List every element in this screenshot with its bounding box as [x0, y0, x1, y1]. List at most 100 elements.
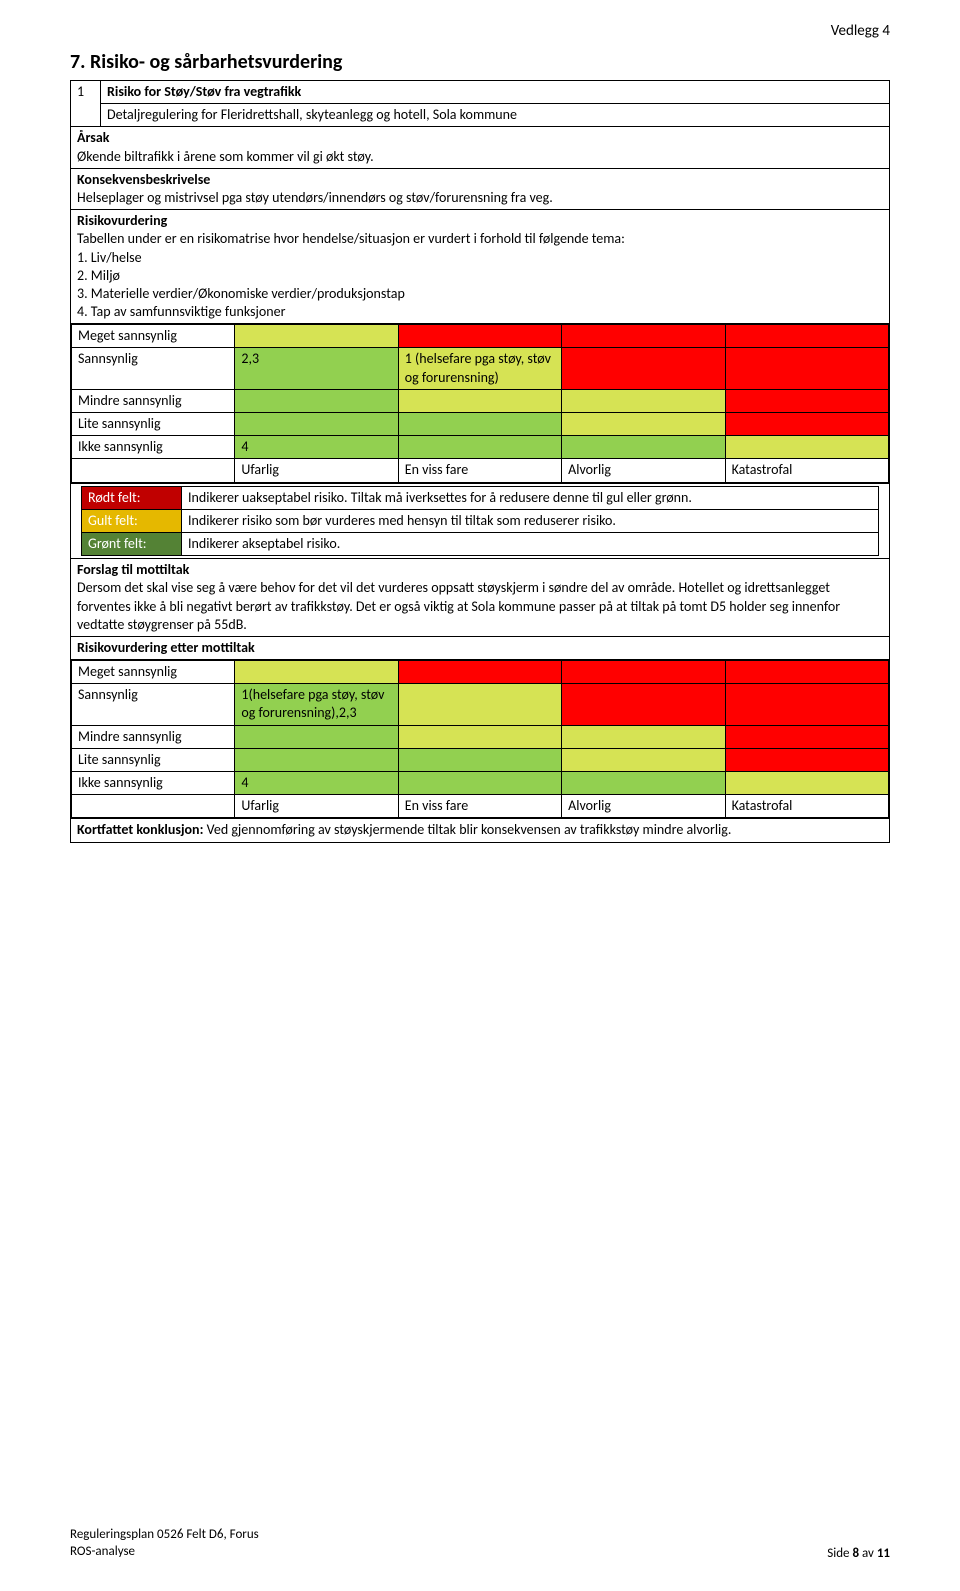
matrix-cell: 4	[235, 772, 398, 795]
footer-page-mid: av	[859, 1546, 877, 1561]
matrix-row-label: Meget sannsynlig	[72, 325, 235, 348]
matrix-cell	[562, 413, 725, 436]
after-assessment-label: Risikovurdering etter mottiltak	[77, 639, 883, 657]
matrix-row-label: Ikke sannsynlig	[72, 772, 235, 795]
riskassessment-label: Risikovurdering	[77, 212, 883, 230]
matrix-cell	[562, 684, 725, 725]
matrix-col-label: Alvorlig	[562, 459, 725, 482]
matrix-cell	[562, 661, 725, 684]
conclusion-cell: Kortfattet konklusjon: Ved gjennomføring…	[71, 819, 890, 842]
matrix-cell	[725, 661, 888, 684]
matrix-cell	[562, 436, 725, 459]
footer-line2: ROS-analyse	[70, 1544, 259, 1561]
riskassessment-item4: 4. Tap av samfunnsviktige funksjoner	[77, 303, 883, 321]
matrix-cell	[235, 325, 398, 348]
riskassessment-cell: Risikovurdering Tabellen under er en ris…	[71, 210, 890, 324]
matrix-cell	[725, 413, 888, 436]
legend-green-text: Indikerer akseptabel risiko.	[182, 532, 879, 555]
risk-subtitle: Detaljregulering for Fleridrettshall, sk…	[101, 104, 890, 127]
matrix-col-label: Ufarlig	[235, 459, 398, 482]
matrix-cell: 4	[235, 436, 398, 459]
legend-yellow-text: Indikerer risiko som bør vurderes med he…	[182, 509, 879, 532]
mitigation-text: Dersom det skal vise seg å være behov fo…	[77, 579, 883, 634]
conclusion-text: Ved gjennomføring av støyskjermende tilt…	[207, 821, 732, 838]
footer-page: Side 8 av 11	[827, 1546, 890, 1561]
cause-label: Årsak	[77, 129, 883, 147]
matrix-cell	[562, 725, 725, 748]
page-title: 7. Risiko- og sårbarhetsvurdering	[70, 50, 890, 74]
riskassessment-item3: 3. Materielle verdier/Økonomiske verdier…	[77, 285, 883, 303]
cause-cell: Årsak Økende biltrafikk i årene som komm…	[71, 127, 890, 168]
matrix-row-label: Sannsynlig	[72, 348, 235, 389]
matrix-cell	[725, 325, 888, 348]
matrix1-container: Meget sannsynligSannsynlig2,31 (helsefar…	[71, 324, 890, 483]
footer-page-total: 11	[877, 1546, 890, 1561]
legend-green-label: Grønt felt:	[82, 532, 182, 555]
matrix-cell: 2,3	[235, 348, 398, 389]
matrix-col-label: Katastrofal	[725, 459, 888, 482]
risk-matrix-after: Meget sannsynligSannsynlig1(helsefare pg…	[71, 660, 889, 818]
risk-title: Risiko for Støy/Støv fra vegtrafikk	[101, 81, 890, 104]
matrix-row-label: Lite sannsynlig	[72, 413, 235, 436]
matrix-cell	[398, 325, 561, 348]
matrix-cell	[562, 325, 725, 348]
matrix-row-label: Sannsynlig	[72, 684, 235, 725]
matrix-col-label: En viss fare	[398, 795, 561, 818]
matrix-row-label: Lite sannsynlig	[72, 748, 235, 771]
legend-yellow-label: Gult felt:	[82, 509, 182, 532]
matrix-cell	[725, 389, 888, 412]
riskassessment-intro: Tabellen under er en risikomatrise hvor …	[77, 230, 883, 248]
matrix-cell	[562, 389, 725, 412]
matrix-cell	[398, 436, 561, 459]
matrix-cell	[562, 748, 725, 771]
matrix-cell	[398, 389, 561, 412]
matrix-row-label: Meget sannsynlig	[72, 661, 235, 684]
after-assessment-cell: Risikovurdering etter mottiltak	[71, 636, 890, 659]
matrix-row-label: Mindre sannsynlig	[72, 389, 235, 412]
legend-red-text: Indikerer uakseptabel risiko. Tiltak må …	[182, 486, 879, 509]
risk-table: 1 Risiko for Støy/Støv fra vegtrafikk De…	[70, 80, 890, 843]
matrix-cell	[725, 748, 888, 771]
cause-text: Økende biltrafikk i årene som kommer vil…	[77, 148, 883, 166]
risk-number: 1	[71, 81, 101, 127]
consequence-label: Konsekvensbeskrivelse	[77, 171, 883, 189]
attachment-label: Vedlegg 4	[831, 22, 890, 40]
matrix-cell	[235, 389, 398, 412]
matrix-cell	[398, 413, 561, 436]
riskassessment-item2: 2. Miljø	[77, 267, 883, 285]
risk-matrix-before: Meget sannsynligSannsynlig2,31 (helsefar…	[71, 324, 889, 482]
matrix-col-label: Ufarlig	[235, 795, 398, 818]
matrix-col-label: En viss fare	[398, 459, 561, 482]
matrix-cell	[398, 725, 561, 748]
page-footer: Reguleringsplan 0526 Felt D6, Forus ROS-…	[70, 1527, 890, 1561]
matrix-cell	[235, 748, 398, 771]
matrix-cell	[235, 725, 398, 748]
matrix-cell	[725, 436, 888, 459]
matrix-cell	[725, 348, 888, 389]
footer-line1: Reguleringsplan 0526 Felt D6, Forus	[70, 1527, 259, 1544]
matrix-row-label: Mindre sannsynlig	[72, 725, 235, 748]
matrix-cell	[562, 772, 725, 795]
matrix-cell	[235, 661, 398, 684]
matrix-col-label: Katastrofal	[725, 795, 888, 818]
matrix-cell	[398, 772, 561, 795]
matrix-cell	[398, 661, 561, 684]
matrix-cell	[562, 348, 725, 389]
mitigation-label: Forslag til mottiltak	[77, 561, 883, 579]
riskassessment-item1: 1. Liv/helse	[77, 249, 883, 267]
matrix-cell	[235, 413, 398, 436]
matrix-row-label: Ikke sannsynlig	[72, 436, 235, 459]
matrix-cell	[725, 725, 888, 748]
consequence-cell: Konsekvensbeskrivelse Helseplager og mis…	[71, 168, 890, 209]
matrix-cell	[398, 684, 561, 725]
matrix-cell	[725, 684, 888, 725]
matrix-corner	[72, 459, 235, 482]
matrix-cell: 1 (helsefare pga støy, støv og forurensn…	[398, 348, 561, 389]
legend-container: Rødt felt: Indikerer uakseptabel risiko.…	[71, 483, 890, 559]
legend-red-label: Rødt felt:	[82, 486, 182, 509]
matrix-col-label: Alvorlig	[562, 795, 725, 818]
matrix2-container: Meget sannsynligSannsynlig1(helsefare pg…	[71, 660, 890, 819]
legend-table: Rødt felt: Indikerer uakseptabel risiko.…	[81, 486, 879, 557]
matrix-cell	[725, 772, 888, 795]
footer-page-prefix: Side	[827, 1546, 852, 1561]
